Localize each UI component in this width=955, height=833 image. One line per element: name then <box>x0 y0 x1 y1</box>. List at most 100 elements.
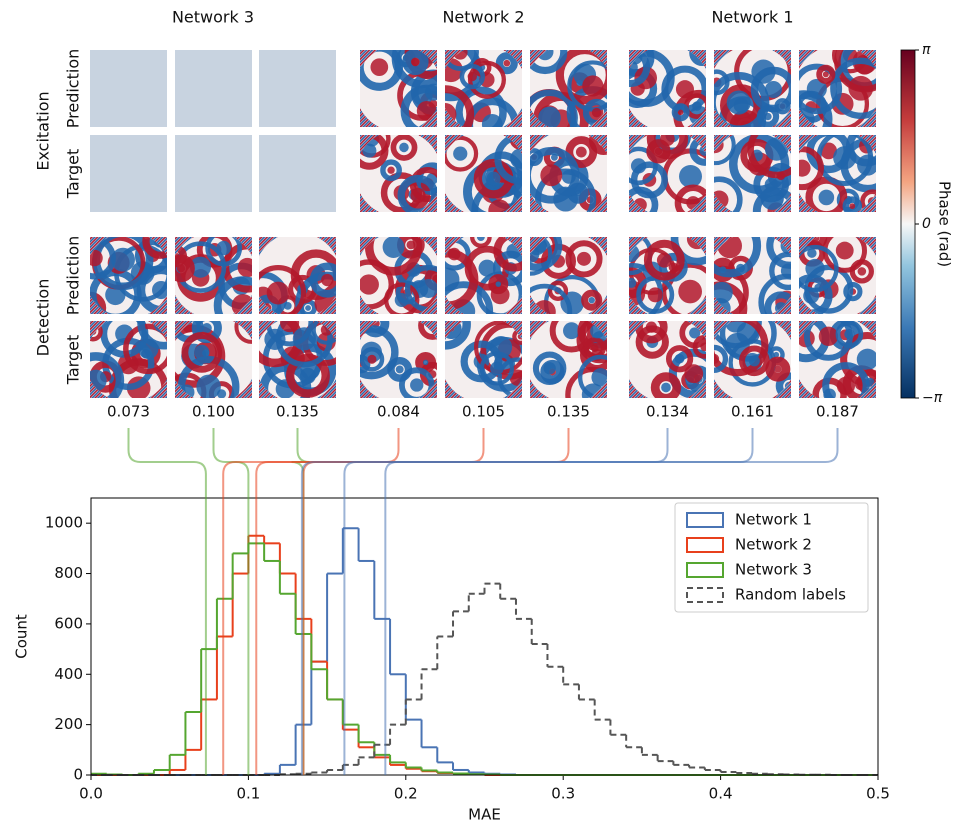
phase-ring <box>445 50 479 71</box>
phase-ring <box>460 340 503 383</box>
mae-label: 0.105 <box>462 403 505 421</box>
phase-ring <box>387 166 395 174</box>
group-label: Detection <box>34 279 53 357</box>
group-label: Excitation <box>34 91 53 170</box>
phase-ring <box>90 352 125 398</box>
phase-disc <box>360 321 437 398</box>
phase-ring <box>643 239 685 281</box>
phase-ring <box>764 291 791 314</box>
phase-ring <box>630 158 647 174</box>
phase-image <box>714 237 791 314</box>
phase-ring <box>842 196 863 212</box>
phase-ring <box>299 367 316 384</box>
y-tick-label: 600 <box>54 614 83 632</box>
phase-ring <box>581 289 603 311</box>
phase-ring <box>764 137 789 161</box>
phase-ring <box>747 135 791 179</box>
phase-ring <box>818 189 835 206</box>
phase-ring <box>857 267 867 276</box>
phase-ring <box>416 100 437 121</box>
phase-ring <box>799 244 839 293</box>
phase-ring <box>726 90 751 115</box>
phase-image <box>360 321 437 398</box>
phase-ring <box>380 159 402 182</box>
phase-ring <box>576 251 591 266</box>
legend-label: Random labels <box>735 586 846 604</box>
phase-ring <box>565 366 607 398</box>
row-label: Target <box>64 149 83 200</box>
mae-connector <box>291 428 310 775</box>
row-label: Prediction <box>64 236 83 315</box>
x-tick-label: 0.5 <box>866 785 890 803</box>
phase-ring <box>453 146 468 161</box>
phase-ring <box>142 237 167 259</box>
phase-ring <box>674 353 685 364</box>
x-tick-label: 0.3 <box>551 785 575 803</box>
phase-ring <box>765 356 791 382</box>
phase-image <box>629 135 706 212</box>
phase-ring <box>816 64 836 84</box>
phase-ring <box>406 240 416 250</box>
phase-disc <box>714 237 791 314</box>
column-title: Network 3 <box>172 8 254 27</box>
phase-disc <box>799 321 876 398</box>
phase-image <box>714 135 791 212</box>
phase-ring <box>266 281 290 305</box>
colorbar-tick-label: 0 <box>922 216 931 232</box>
phase-image <box>799 237 876 314</box>
phase-disc <box>714 135 791 212</box>
phase-image <box>259 321 336 398</box>
phase-ring <box>321 273 334 287</box>
phase-disc <box>360 50 437 127</box>
phase-ring <box>360 274 379 295</box>
phase-ring <box>538 106 561 127</box>
phase-ring <box>510 148 522 169</box>
phase-ring <box>360 346 385 372</box>
phase-ring <box>656 252 672 268</box>
phase-image <box>799 135 876 212</box>
empty-image <box>259 50 336 127</box>
phase-ring <box>175 252 180 260</box>
phase-image <box>90 237 167 314</box>
legend-box <box>674 502 869 613</box>
phase-ring <box>836 376 856 395</box>
phase-ring <box>807 248 817 258</box>
phase-ring <box>543 362 556 375</box>
phase-ring <box>822 71 829 78</box>
phase-ring <box>575 146 587 158</box>
phase-disc <box>629 135 706 212</box>
phase-ring <box>856 348 876 371</box>
phase-disc <box>175 321 252 398</box>
phase-ring <box>470 237 492 248</box>
phase-ring <box>478 259 496 277</box>
phase-ring <box>547 280 569 301</box>
phase-ring <box>305 305 311 311</box>
phase-ring <box>714 321 769 377</box>
phase-image <box>799 50 876 127</box>
phase-ring <box>700 342 706 352</box>
phase-ring <box>90 249 103 267</box>
phase-ring <box>397 174 437 212</box>
phase-image <box>445 50 522 127</box>
phase-ring <box>835 241 854 260</box>
phase-ring <box>799 146 825 191</box>
phase-ring <box>647 287 663 303</box>
legend-swatch <box>686 537 724 553</box>
empty-image <box>90 135 167 212</box>
phase-image <box>530 50 607 127</box>
phase-ring <box>432 274 437 283</box>
colorbar-tick-label: π <box>922 42 931 58</box>
phase-disc <box>360 237 437 314</box>
phase-ring <box>540 164 563 187</box>
mae-label: 0.100 <box>192 403 235 421</box>
phase-image <box>175 321 252 398</box>
phase-ring <box>259 294 281 314</box>
phase-ring <box>196 374 221 398</box>
phase-ring <box>530 146 580 204</box>
phase-ring <box>495 281 502 287</box>
phase-ring <box>774 365 782 373</box>
phase-ring <box>849 203 856 210</box>
mae-connector <box>255 428 485 775</box>
phase-ring <box>565 136 598 168</box>
